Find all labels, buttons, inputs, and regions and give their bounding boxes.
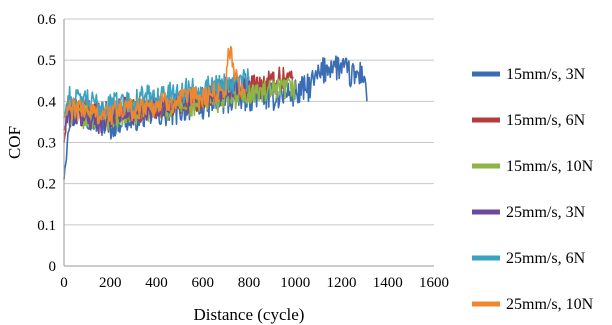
series-layer	[63, 45, 368, 180]
y-tick-label: 0.2	[37, 177, 56, 193]
legend-label: 15mm/s, 10N	[506, 158, 594, 175]
x-tick-label: 1600	[419, 275, 449, 291]
x-tick-label: 1000	[280, 275, 310, 291]
y-tick-label: 0	[49, 259, 57, 275]
legend: 15mm/s, 3N 15mm/s, 6N 15mm/s, 10N 25mm/s, 3…	[472, 66, 594, 313]
legend-label: 25mm/s, 6N	[506, 250, 586, 267]
y-tick-label: 0.1	[37, 218, 56, 234]
y-tick-label: 0.3	[37, 136, 56, 152]
y-tick-label: 0.5	[37, 53, 56, 69]
y-tick-label: 0.4	[37, 94, 56, 110]
x-tick-label: 0	[60, 275, 68, 291]
x-tick-label: 400	[145, 275, 168, 291]
y-axis-title: COF	[5, 126, 24, 159]
legend-label: 25mm/s, 3N	[506, 204, 586, 221]
x-tick-label: 1200	[327, 275, 357, 291]
x-tick-label: 200	[99, 275, 122, 291]
legend-label: 15mm/s, 6N	[506, 112, 586, 129]
series-line-6	[63, 45, 246, 126]
x-tick-label: 1400	[373, 275, 403, 291]
legend-label: 15mm/s, 3N	[506, 66, 586, 83]
x-tick-label: 600	[192, 275, 215, 291]
legend-label: 25mm/s, 10N	[506, 296, 594, 313]
y-tick-label: 0.6	[37, 12, 56, 28]
axis-layer: 0 0.1 0.2 0.3 0.4 0.5 0.6 0 200 400 600 800 1000 1200…	[37, 12, 449, 291]
x-axis-title: Distance (cycle)	[194, 305, 305, 324]
x-tick-label: 800	[238, 275, 261, 291]
